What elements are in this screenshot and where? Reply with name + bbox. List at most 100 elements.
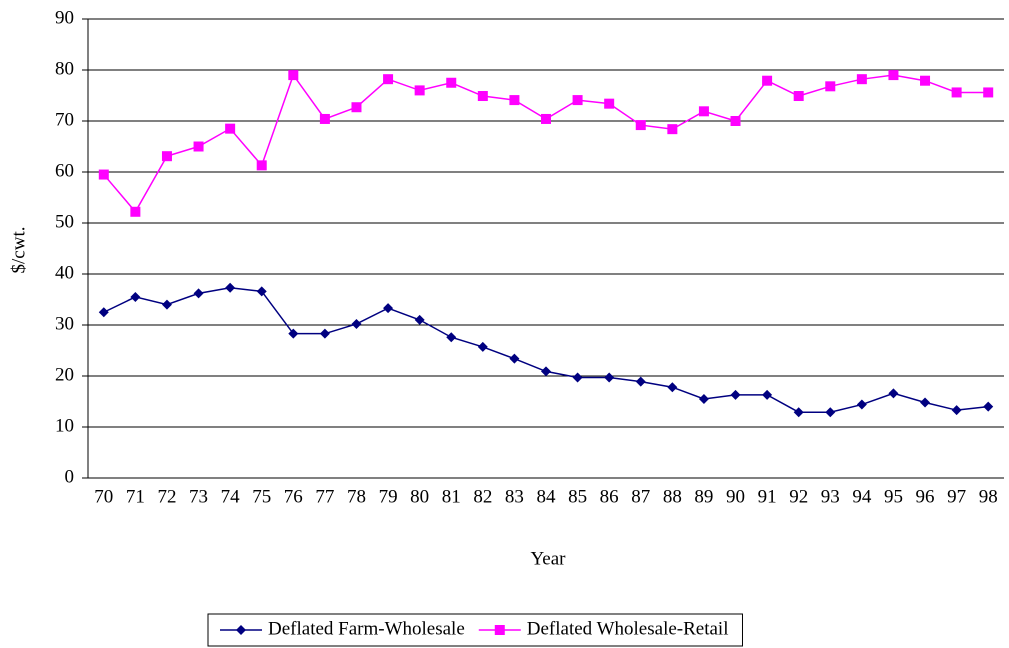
point xyxy=(572,95,583,106)
point xyxy=(351,102,362,113)
point xyxy=(319,113,330,124)
x-tick-label: 98 xyxy=(979,486,998,507)
x-tick-label: 86 xyxy=(600,486,619,507)
point xyxy=(825,81,836,92)
y-tick-label: 60 xyxy=(55,160,74,181)
point xyxy=(572,372,583,383)
point xyxy=(604,372,615,383)
legend: Deflated Farm-Wholesale Deflated Wholesal… xyxy=(207,613,743,647)
legend-marker xyxy=(494,625,505,635)
point xyxy=(383,303,394,314)
point xyxy=(477,341,488,352)
x-tick-label: 92 xyxy=(789,486,808,507)
legend-box xyxy=(207,613,743,647)
x-tick-label: 88 xyxy=(663,486,682,507)
point xyxy=(225,282,236,293)
point xyxy=(951,405,962,416)
x-tick-label: 76 xyxy=(284,486,303,507)
point xyxy=(762,75,773,86)
series-line xyxy=(103,287,989,413)
point xyxy=(130,291,141,302)
y-tick-label: 70 xyxy=(55,109,74,130)
point xyxy=(509,95,520,106)
x-tick-label: 91 xyxy=(758,486,777,507)
y-tick-label: 30 xyxy=(55,313,74,334)
point xyxy=(730,389,741,400)
y-tick-label: 0 xyxy=(65,466,75,487)
point xyxy=(414,85,425,96)
point xyxy=(193,141,204,152)
point xyxy=(667,382,678,393)
x-tick-label: 77 xyxy=(315,486,334,507)
point xyxy=(667,124,678,135)
x-tick-label: 80 xyxy=(410,486,429,507)
point xyxy=(130,206,141,217)
point xyxy=(446,77,457,88)
y-tick-label: 80 xyxy=(55,58,74,79)
point xyxy=(983,401,994,412)
point xyxy=(161,151,172,162)
point xyxy=(635,120,646,131)
point xyxy=(256,286,267,297)
y-tick-label: 10 xyxy=(55,415,74,436)
point xyxy=(477,91,488,102)
x-tick-label: 75 xyxy=(252,486,271,507)
point xyxy=(351,318,362,329)
y-tick-label: 20 xyxy=(55,364,74,385)
x-tick-label: 84 xyxy=(537,486,557,507)
x-tick-label: 97 xyxy=(947,486,966,507)
x-tick-label: 70 xyxy=(94,486,113,507)
x-tick-label: 94 xyxy=(852,486,872,507)
legend-label: Deflated Farm-Wholesale xyxy=(268,618,465,639)
point xyxy=(698,106,709,117)
x-tick-label: 87 xyxy=(631,486,650,507)
point xyxy=(604,98,615,109)
point xyxy=(414,314,425,325)
x-tick-label: 90 xyxy=(726,486,745,507)
point xyxy=(541,113,551,124)
x-tick-label: 93 xyxy=(821,486,840,507)
x-tick-label: 81 xyxy=(442,486,461,507)
x-tick-label: 82 xyxy=(473,486,492,507)
x-axis-label: Year xyxy=(530,548,566,569)
point xyxy=(193,288,204,299)
point xyxy=(856,74,867,85)
point xyxy=(762,389,773,400)
point xyxy=(225,123,236,134)
x-tick-label: 85 xyxy=(568,486,587,507)
point xyxy=(920,397,931,408)
x-tick-label: 72 xyxy=(157,486,176,507)
point xyxy=(541,366,551,377)
point xyxy=(161,299,172,310)
point xyxy=(983,87,994,98)
point xyxy=(856,399,867,410)
point xyxy=(730,116,741,126)
point xyxy=(793,407,804,418)
point xyxy=(888,388,899,399)
x-tick-label: 96 xyxy=(916,486,935,507)
point xyxy=(256,160,267,171)
x-tick-label: 78 xyxy=(347,486,366,507)
x-tick-label: 71 xyxy=(126,486,145,507)
legend-marker xyxy=(236,625,246,635)
point xyxy=(319,328,330,339)
x-tick-label: 95 xyxy=(884,486,903,507)
point xyxy=(98,169,109,180)
x-tick-label: 74 xyxy=(221,486,241,507)
y-axis-label: $/cwt. xyxy=(8,227,29,274)
x-tick-label: 79 xyxy=(379,486,398,507)
point xyxy=(288,70,299,81)
point xyxy=(288,328,299,339)
point xyxy=(509,353,520,364)
x-tick-label: 83 xyxy=(505,486,524,507)
point xyxy=(951,87,962,98)
point xyxy=(793,91,804,102)
point xyxy=(635,376,646,387)
x-tick-label: 89 xyxy=(694,486,713,507)
point xyxy=(98,307,109,318)
point xyxy=(888,70,899,81)
y-tick-label: 90 xyxy=(55,7,74,28)
y-tick-label: 50 xyxy=(55,211,74,232)
y-tick-label: 40 xyxy=(55,262,74,283)
